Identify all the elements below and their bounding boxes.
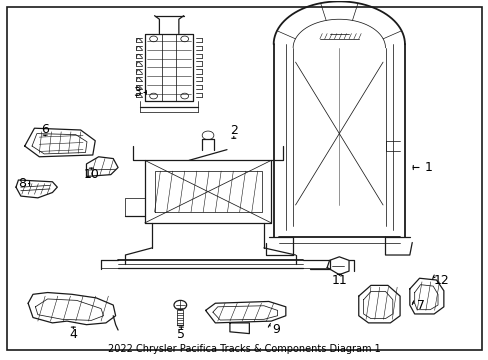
Text: 2022 Chrysler Pacifica Tracks & Components Diagram 1: 2022 Chrysler Pacifica Tracks & Componen…	[108, 344, 380, 354]
Text: 7: 7	[416, 299, 424, 312]
Text: 5: 5	[177, 328, 185, 341]
Text: 12: 12	[433, 274, 448, 287]
Text: 4: 4	[69, 328, 77, 341]
Text: 10: 10	[83, 168, 99, 181]
Text: 8: 8	[18, 177, 26, 190]
Text: 6: 6	[41, 123, 49, 136]
Text: 2: 2	[229, 124, 237, 137]
Text: 3: 3	[132, 86, 140, 99]
Text: 9: 9	[272, 323, 280, 336]
Text: 11: 11	[331, 274, 346, 287]
Text: 1: 1	[424, 161, 431, 174]
